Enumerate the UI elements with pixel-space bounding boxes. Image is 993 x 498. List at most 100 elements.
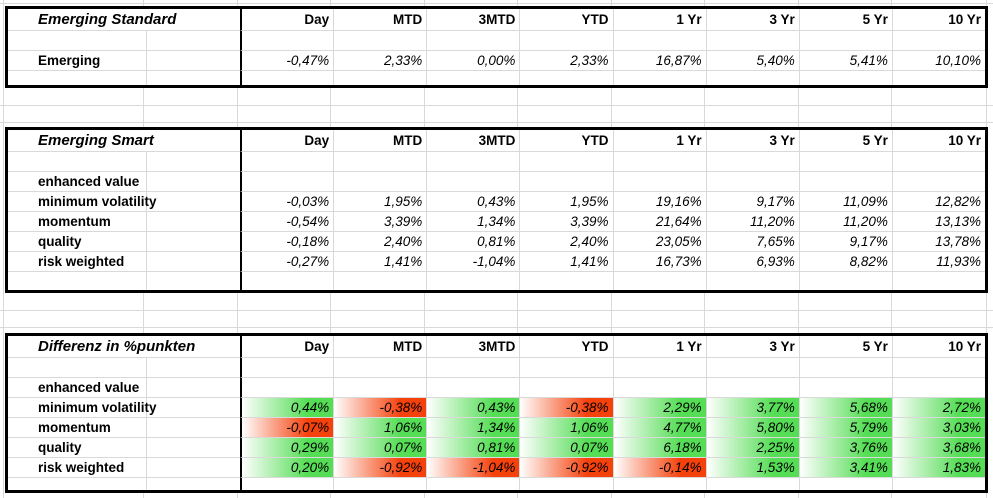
value-cell[interactable]: 0,43% — [426, 191, 520, 211]
row-label-enhanced-value[interactable]: enhanced value — [8, 377, 146, 397]
value-cell[interactable]: 3,39% — [519, 211, 613, 231]
value-cell[interactable] — [705, 377, 799, 397]
row-label-minimum-volatility[interactable]: minimum volatility — [8, 191, 157, 211]
value-cell[interactable] — [426, 477, 520, 490]
value-cell[interactable]: 0,00% — [426, 50, 520, 70]
value-cell[interactable]: 11,93% — [891, 251, 985, 271]
value-cell[interactable] — [612, 377, 706, 397]
value-cell[interactable]: 2,33% — [333, 50, 427, 70]
empty-label-cell[interactable] — [8, 70, 146, 85]
column-header-1-yr[interactable]: 1 Yr — [612, 336, 706, 357]
value-cell[interactable] — [240, 70, 334, 85]
row-label-momentum[interactable]: momentum — [8, 211, 146, 231]
row-label-risk-weighted[interactable]: risk weighted — [8, 457, 146, 477]
value-cell[interactable] — [705, 70, 799, 85]
empty-label-cell[interactable] — [8, 271, 146, 290]
label-spacer-cell[interactable] — [146, 171, 240, 191]
value-cell[interactable] — [612, 151, 706, 171]
value-cell[interactable] — [240, 477, 334, 490]
empty-label-cell[interactable] — [8, 477, 146, 490]
column-header-5-yr[interactable]: 5 Yr — [798, 130, 892, 151]
value-cell[interactable] — [891, 377, 985, 397]
value-cell[interactable]: 0,44% — [240, 397, 334, 417]
value-cell[interactable] — [891, 70, 985, 85]
value-cell[interactable]: 0,07% — [333, 437, 427, 457]
value-cell[interactable] — [612, 30, 706, 50]
label-spacer-cell[interactable] — [146, 251, 240, 271]
row-label-emerging[interactable]: Emerging — [8, 50, 146, 70]
column-header-10-yr[interactable]: 10 Yr — [891, 130, 985, 151]
value-cell[interactable]: 6,18% — [612, 437, 706, 457]
value-cell[interactable]: 12,82% — [891, 191, 985, 211]
label-spacer-cell[interactable] — [146, 377, 240, 397]
value-cell[interactable] — [240, 171, 334, 191]
label-spacer-cell[interactable] — [146, 50, 240, 70]
value-cell[interactable] — [891, 477, 985, 490]
value-cell[interactable] — [426, 271, 520, 290]
value-cell[interactable] — [519, 377, 613, 397]
value-cell[interactable] — [705, 271, 799, 290]
value-cell[interactable] — [612, 70, 706, 85]
column-header-3mtd[interactable]: 3MTD — [426, 336, 519, 357]
column-header-3mtd[interactable]: 3MTD — [426, 130, 519, 151]
value-cell[interactable]: 1,83% — [891, 457, 985, 477]
value-cell[interactable]: 11,20% — [705, 211, 799, 231]
value-cell[interactable]: -0,47% — [240, 50, 334, 70]
value-cell[interactable]: 1,95% — [333, 191, 427, 211]
value-cell[interactable] — [519, 477, 613, 490]
column-header-ytd[interactable]: YTD — [519, 336, 612, 357]
value-cell[interactable]: 0,43% — [426, 397, 520, 417]
value-cell[interactable]: 0,07% — [519, 437, 613, 457]
value-cell[interactable] — [333, 171, 427, 191]
value-cell[interactable] — [891, 271, 985, 290]
value-cell[interactable] — [333, 70, 427, 85]
value-cell[interactable]: 0,20% — [240, 457, 334, 477]
column-header-1-yr[interactable]: 1 Yr — [612, 9, 706, 30]
value-cell[interactable] — [519, 171, 613, 191]
value-cell[interactable]: 1,41% — [333, 251, 427, 271]
row-label-momentum[interactable]: momentum — [8, 417, 146, 437]
value-cell[interactable]: 2,25% — [705, 437, 799, 457]
row-label-minimum-volatility[interactable]: minimum volatility — [8, 397, 157, 417]
column-header-1-yr[interactable]: 1 Yr — [612, 130, 706, 151]
value-cell[interactable]: 13,13% — [891, 211, 985, 231]
value-cell[interactable]: -0,27% — [240, 251, 334, 271]
column-header-mtd[interactable]: MTD — [333, 130, 426, 151]
label-spacer-cell[interactable] — [146, 231, 240, 251]
value-cell[interactable]: 5,40% — [705, 50, 799, 70]
row-label-quality[interactable]: quality — [8, 437, 146, 457]
label-spacer-cell[interactable] — [146, 437, 240, 457]
label-spacer-cell[interactable] — [146, 417, 240, 437]
label-spacer-cell[interactable] — [146, 357, 240, 377]
value-cell[interactable]: 1,53% — [705, 457, 799, 477]
label-spacer-cell[interactable] — [146, 271, 240, 290]
value-cell[interactable]: 16,87% — [612, 50, 706, 70]
label-spacer-cell[interactable] — [146, 151, 240, 171]
value-cell[interactable]: 2,29% — [612, 397, 706, 417]
label-spacer-cell[interactable] — [146, 211, 240, 231]
value-cell[interactable] — [333, 477, 427, 490]
value-cell[interactable] — [705, 151, 799, 171]
value-cell[interactable]: -0,38% — [333, 397, 427, 417]
value-cell[interactable]: 5,68% — [798, 397, 892, 417]
value-cell[interactable]: 3,41% — [798, 457, 892, 477]
value-cell[interactable]: 5,79% — [798, 417, 892, 437]
label-spacer-cell[interactable] — [146, 70, 240, 85]
label-spacer-cell[interactable] — [146, 397, 240, 417]
value-cell[interactable] — [240, 271, 334, 290]
column-header-day[interactable]: Day — [240, 9, 333, 30]
value-cell[interactable] — [612, 477, 706, 490]
value-cell[interactable] — [519, 151, 613, 171]
value-cell[interactable] — [798, 70, 892, 85]
value-cell[interactable]: 3,68% — [891, 437, 985, 457]
value-cell[interactable]: -1,04% — [426, 251, 520, 271]
value-cell[interactable] — [798, 271, 892, 290]
value-cell[interactable]: 0,81% — [426, 437, 520, 457]
row-label-quality[interactable]: quality — [8, 231, 146, 251]
value-cell[interactable]: 3,39% — [333, 211, 427, 231]
value-cell[interactable]: 2,40% — [333, 231, 427, 251]
value-cell[interactable]: -0,38% — [519, 397, 613, 417]
column-header-ytd[interactable]: YTD — [519, 130, 612, 151]
value-cell[interactable] — [333, 151, 427, 171]
value-cell[interactable] — [333, 30, 427, 50]
